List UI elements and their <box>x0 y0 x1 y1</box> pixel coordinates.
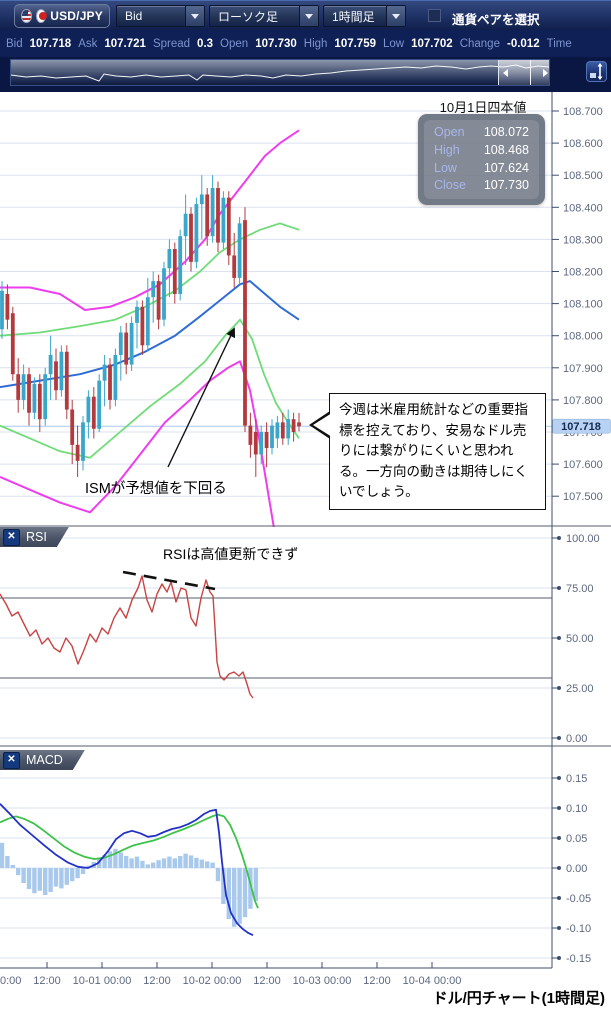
chevron-down-icon[interactable] <box>386 6 405 26</box>
svg-text:12:00: 12:00 <box>363 975 391 987</box>
svg-text:12:00: 12:00 <box>33 975 61 987</box>
svg-text:-0.05: -0.05 <box>566 893 591 905</box>
svg-text:25.00: 25.00 <box>566 683 594 695</box>
svg-text:10-01 00:00: 10-01 00:00 <box>73 975 132 987</box>
svg-text:0.10: 0.10 <box>566 803 587 815</box>
svg-text:12:00: 12:00 <box>253 975 281 987</box>
quote-label: Time <box>546 37 572 50</box>
daily-ohlc-title: 10月1日四本値 <box>439 100 527 115</box>
currency-pair-label: USD/JPY <box>50 9 103 23</box>
svg-text:107.500: 107.500 <box>563 491 603 503</box>
quote-value: 107.718 <box>29 37 72 50</box>
quote-value: 107.730 <box>255 37 297 50</box>
quote-label: Open <box>220 37 249 50</box>
svg-text:10-03 00:00: 10-03 00:00 <box>293 975 352 987</box>
navigator[interactable] <box>10 59 550 86</box>
daily-ohlc-rows: Open 108.072 High 108.468 Low 107.624 Close 107… <box>424 120 539 199</box>
macd-tab-label: MACD <box>26 753 63 767</box>
svg-text:12:00: 12:00 <box>143 975 171 987</box>
us-flag-icon <box>21 9 32 23</box>
quote-value: 107.721 <box>104 37 146 50</box>
quote-value: 107.759 <box>334 37 376 50</box>
quote-value: -0.012 <box>506 37 540 50</box>
ohlc-row: High 108.468 <box>434 142 529 157</box>
navigator-sparkline <box>11 64 549 82</box>
svg-text:107.900: 107.900 <box>563 363 603 375</box>
ohlc-row: Low 107.624 <box>434 160 529 175</box>
svg-text:10-04 00:00: 10-04 00:00 <box>403 975 462 987</box>
quote-label: Bid <box>6 37 23 50</box>
timeframe-value: 1時間足 <box>332 9 375 24</box>
svg-text:0.00: 0.00 <box>566 733 587 745</box>
quote-value: 0.3 <box>197 37 214 50</box>
macd-close-icon[interactable]: ✕ <box>3 752 20 769</box>
svg-text:108.600: 108.600 <box>563 138 603 150</box>
japan-flag-icon <box>35 9 47 23</box>
ohlc-row: Open 108.072 <box>434 125 529 139</box>
svg-text:10-02 00:00: 10-02 00:00 <box>183 975 242 987</box>
quote-label: Low <box>383 37 405 50</box>
svg-text:108.000: 108.000 <box>563 331 603 343</box>
navigator-window[interactable] <box>498 60 549 85</box>
chart-type-dropdown[interactable]: ローソク足 <box>209 5 319 27</box>
svg-text:108.100: 108.100 <box>563 299 603 311</box>
navigator-left-arrow-icon[interactable] <box>503 69 508 77</box>
rsi-panel-tab[interactable]: ✕ RSI <box>0 527 69 547</box>
ism-annotation: ISMが予想値を下回る <box>85 481 227 497</box>
chart-caption: ドル/円チャート(1時間足) <box>432 990 605 1007</box>
svg-text:50.00: 50.00 <box>566 633 594 645</box>
macd-panel-tab[interactable]: ✕ MACD <box>0 750 85 770</box>
navigator-row <box>0 57 611 92</box>
pair-select-checkbox[interactable] <box>428 9 441 22</box>
svg-text:-0.15: -0.15 <box>566 953 591 965</box>
navigator-right-arrow-icon[interactable] <box>543 69 548 77</box>
svg-text:0.05: 0.05 <box>566 833 587 845</box>
svg-text:108.200: 108.200 <box>563 267 603 279</box>
price-side-value: Bid <box>125 9 143 23</box>
chart-type-value: ローソク足 <box>218 9 279 24</box>
navigator-handle[interactable] <box>530 60 531 85</box>
rsi-close-icon[interactable]: ✕ <box>3 529 20 546</box>
svg-text:0.15: 0.15 <box>566 773 587 785</box>
quote-value: 107.702 <box>411 37 453 50</box>
svg-text:108.400: 108.400 <box>563 202 603 214</box>
svg-text:75.00: 75.00 <box>566 583 594 595</box>
resize-arrows-icon <box>590 63 603 80</box>
svg-text:0.00: 0.00 <box>566 863 587 875</box>
quote-label: Change <box>459 37 500 50</box>
currency-pair-button[interactable]: USD/JPY <box>14 4 110 28</box>
resize-chart-button[interactable] <box>586 61 607 82</box>
toolbar: USD/JPY Bid ローソク足 1時間足 通貨ペアを選択 <box>0 0 611 30</box>
svg-text:107.800: 107.800 <box>563 395 603 407</box>
ohlc-row: Close 107.730 <box>434 178 529 193</box>
svg-text:100.00: 100.00 <box>566 533 600 545</box>
svg-text:107.718: 107.718 <box>561 421 601 433</box>
svg-text:108.300: 108.300 <box>563 234 603 246</box>
analysis-callout: 今週は米雇用統計などの重要指標を控えており、安易なドル売りには繋がりにくいと思わ… <box>309 393 546 510</box>
price-side-dropdown[interactable]: Bid <box>116 5 205 27</box>
daily-ohlc-box: Open 108.072 High 108.468 Low 107.624 Close 107… <box>418 114 545 205</box>
chevron-down-icon[interactable] <box>299 6 318 26</box>
svg-text:108.700: 108.700 <box>563 106 603 118</box>
chevron-down-icon[interactable] <box>185 6 204 26</box>
timeframe-dropdown[interactable]: 1時間足 <box>323 5 406 27</box>
rsi-tab-label: RSI <box>26 530 47 544</box>
rsi-annotation: RSIは高値更新できず <box>163 546 299 562</box>
svg-text:-0.10: -0.10 <box>566 923 591 935</box>
quote-label: Spread <box>152 37 191 50</box>
svg-text:108.500: 108.500 <box>563 170 603 182</box>
svg-text:09-30 00:00: 09-30 00:00 <box>0 975 21 987</box>
quote-label: Ask <box>78 37 98 50</box>
quote-strip: Bid 107.718 Ask 107.721 Spread 0.3 Open 107.730… <box>0 30 611 57</box>
pair-select-label: 通貨ペアを選択 <box>452 13 540 27</box>
svg-text:107.600: 107.600 <box>563 459 603 471</box>
quote-label: High <box>303 37 328 50</box>
